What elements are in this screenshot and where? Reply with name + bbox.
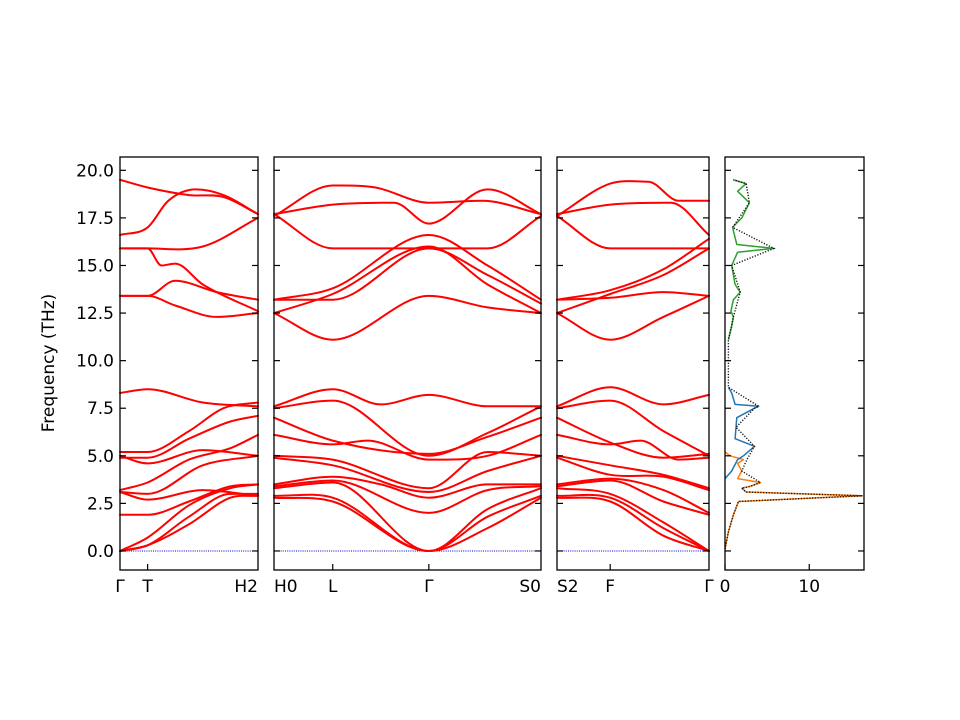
k-point-label: Γ [115, 577, 125, 597]
phonon-band [556, 215, 710, 250]
phonon-band [556, 291, 710, 301]
phonon-band [273, 213, 542, 250]
y-tick-label: 15.0 [76, 256, 114, 276]
phonon-band [273, 234, 542, 301]
band-panel-3: S2 F Γ [556, 156, 714, 597]
phonon-band [119, 483, 259, 516]
phonon-band [119, 247, 259, 313]
phonon-band [273, 475, 542, 499]
phonon-band [119, 216, 259, 251]
phonon-band [273, 496, 542, 552]
phonon-band [119, 178, 259, 216]
phonon-band [556, 399, 710, 457]
frequency-axis: 0.0 2.5 5.0 7.5 10.0 12.5 15.0 17.5 20.0 [76, 161, 114, 562]
band-panel-1: Γ T H2 [115, 156, 259, 597]
k-point-label: L [328, 577, 338, 597]
phonon-band [119, 494, 259, 552]
phonon-band [119, 454, 259, 495]
phonon-band [556, 479, 710, 516]
band-panels: Γ T H2 H0 L Γ S0 S2 F Γ [115, 156, 714, 597]
phonon-band [556, 477, 710, 514]
phonon-band [119, 449, 259, 465]
phonon-band [273, 245, 542, 315]
y-tick-label: 2.5 [87, 494, 114, 514]
y-tick-label: 20.0 [76, 161, 114, 181]
dos-series-2 [724, 386, 760, 480]
y-tick-label: 17.5 [76, 209, 114, 229]
phonon-band [273, 416, 542, 455]
phonon-band [119, 483, 259, 552]
phonon-band [119, 294, 259, 318]
k-point-label: H0 [274, 577, 298, 597]
k-point-label: H2 [234, 577, 258, 597]
y-axis-title: Frequency (THz) [39, 294, 59, 433]
phonon-band [556, 456, 710, 492]
k-point-label: Γ [424, 577, 434, 597]
phonon-band [556, 247, 710, 315]
phonon-band [556, 433, 710, 461]
phonon-band [119, 401, 259, 453]
phonon-band [556, 201, 710, 236]
phonon-band [119, 188, 259, 236]
phonon-band [556, 487, 710, 552]
phonon-band [556, 454, 710, 490]
phonon-band [273, 433, 542, 461]
k-point-label: Γ [704, 577, 714, 597]
k-point-label: T [141, 577, 153, 597]
k-point-label: S0 [519, 577, 541, 597]
y-tick-label: 12.5 [76, 304, 114, 324]
phonon-band [273, 451, 542, 490]
band-panel-2: H0 L Γ S0 [273, 156, 542, 597]
phonon-band [556, 496, 710, 552]
panel-frame [119, 156, 259, 571]
k-point-label: S2 [557, 577, 579, 597]
phonon-band [556, 180, 710, 217]
phonon-band [119, 489, 259, 501]
phonon-band [273, 399, 542, 457]
phonon-band [119, 388, 259, 408]
y-tick-label: 7.5 [87, 399, 114, 419]
y-tick-label: 5.0 [87, 447, 114, 467]
phonon-band [273, 184, 542, 217]
phonon-band [273, 247, 542, 305]
dos-x-tick-label: 0 [720, 577, 731, 597]
phonon-band [273, 294, 542, 341]
phonon-band [556, 386, 710, 408]
dos-x-tick-label: 10 [798, 577, 820, 597]
dos-panel: 0 10 [720, 156, 865, 597]
phonon-band [556, 416, 710, 459]
k-point-label: F [605, 577, 615, 597]
phonon-band [273, 188, 542, 225]
y-tick-label: 10.0 [76, 352, 114, 372]
dos-total [724, 179, 863, 550]
phonon-band [556, 237, 710, 301]
phonon-band [273, 454, 542, 493]
dos-series-3 [727, 179, 775, 340]
dos-frame [724, 156, 865, 571]
phonon-band [556, 493, 710, 552]
phonon-band [119, 433, 259, 492]
phonon-band [273, 388, 542, 408]
y-tick-label: 0.0 [87, 542, 114, 562]
panel-frame [556, 156, 710, 571]
phonon-band [119, 414, 259, 459]
phonon-band [273, 479, 542, 514]
panel-frame [273, 156, 542, 571]
phonon-band [556, 294, 710, 341]
